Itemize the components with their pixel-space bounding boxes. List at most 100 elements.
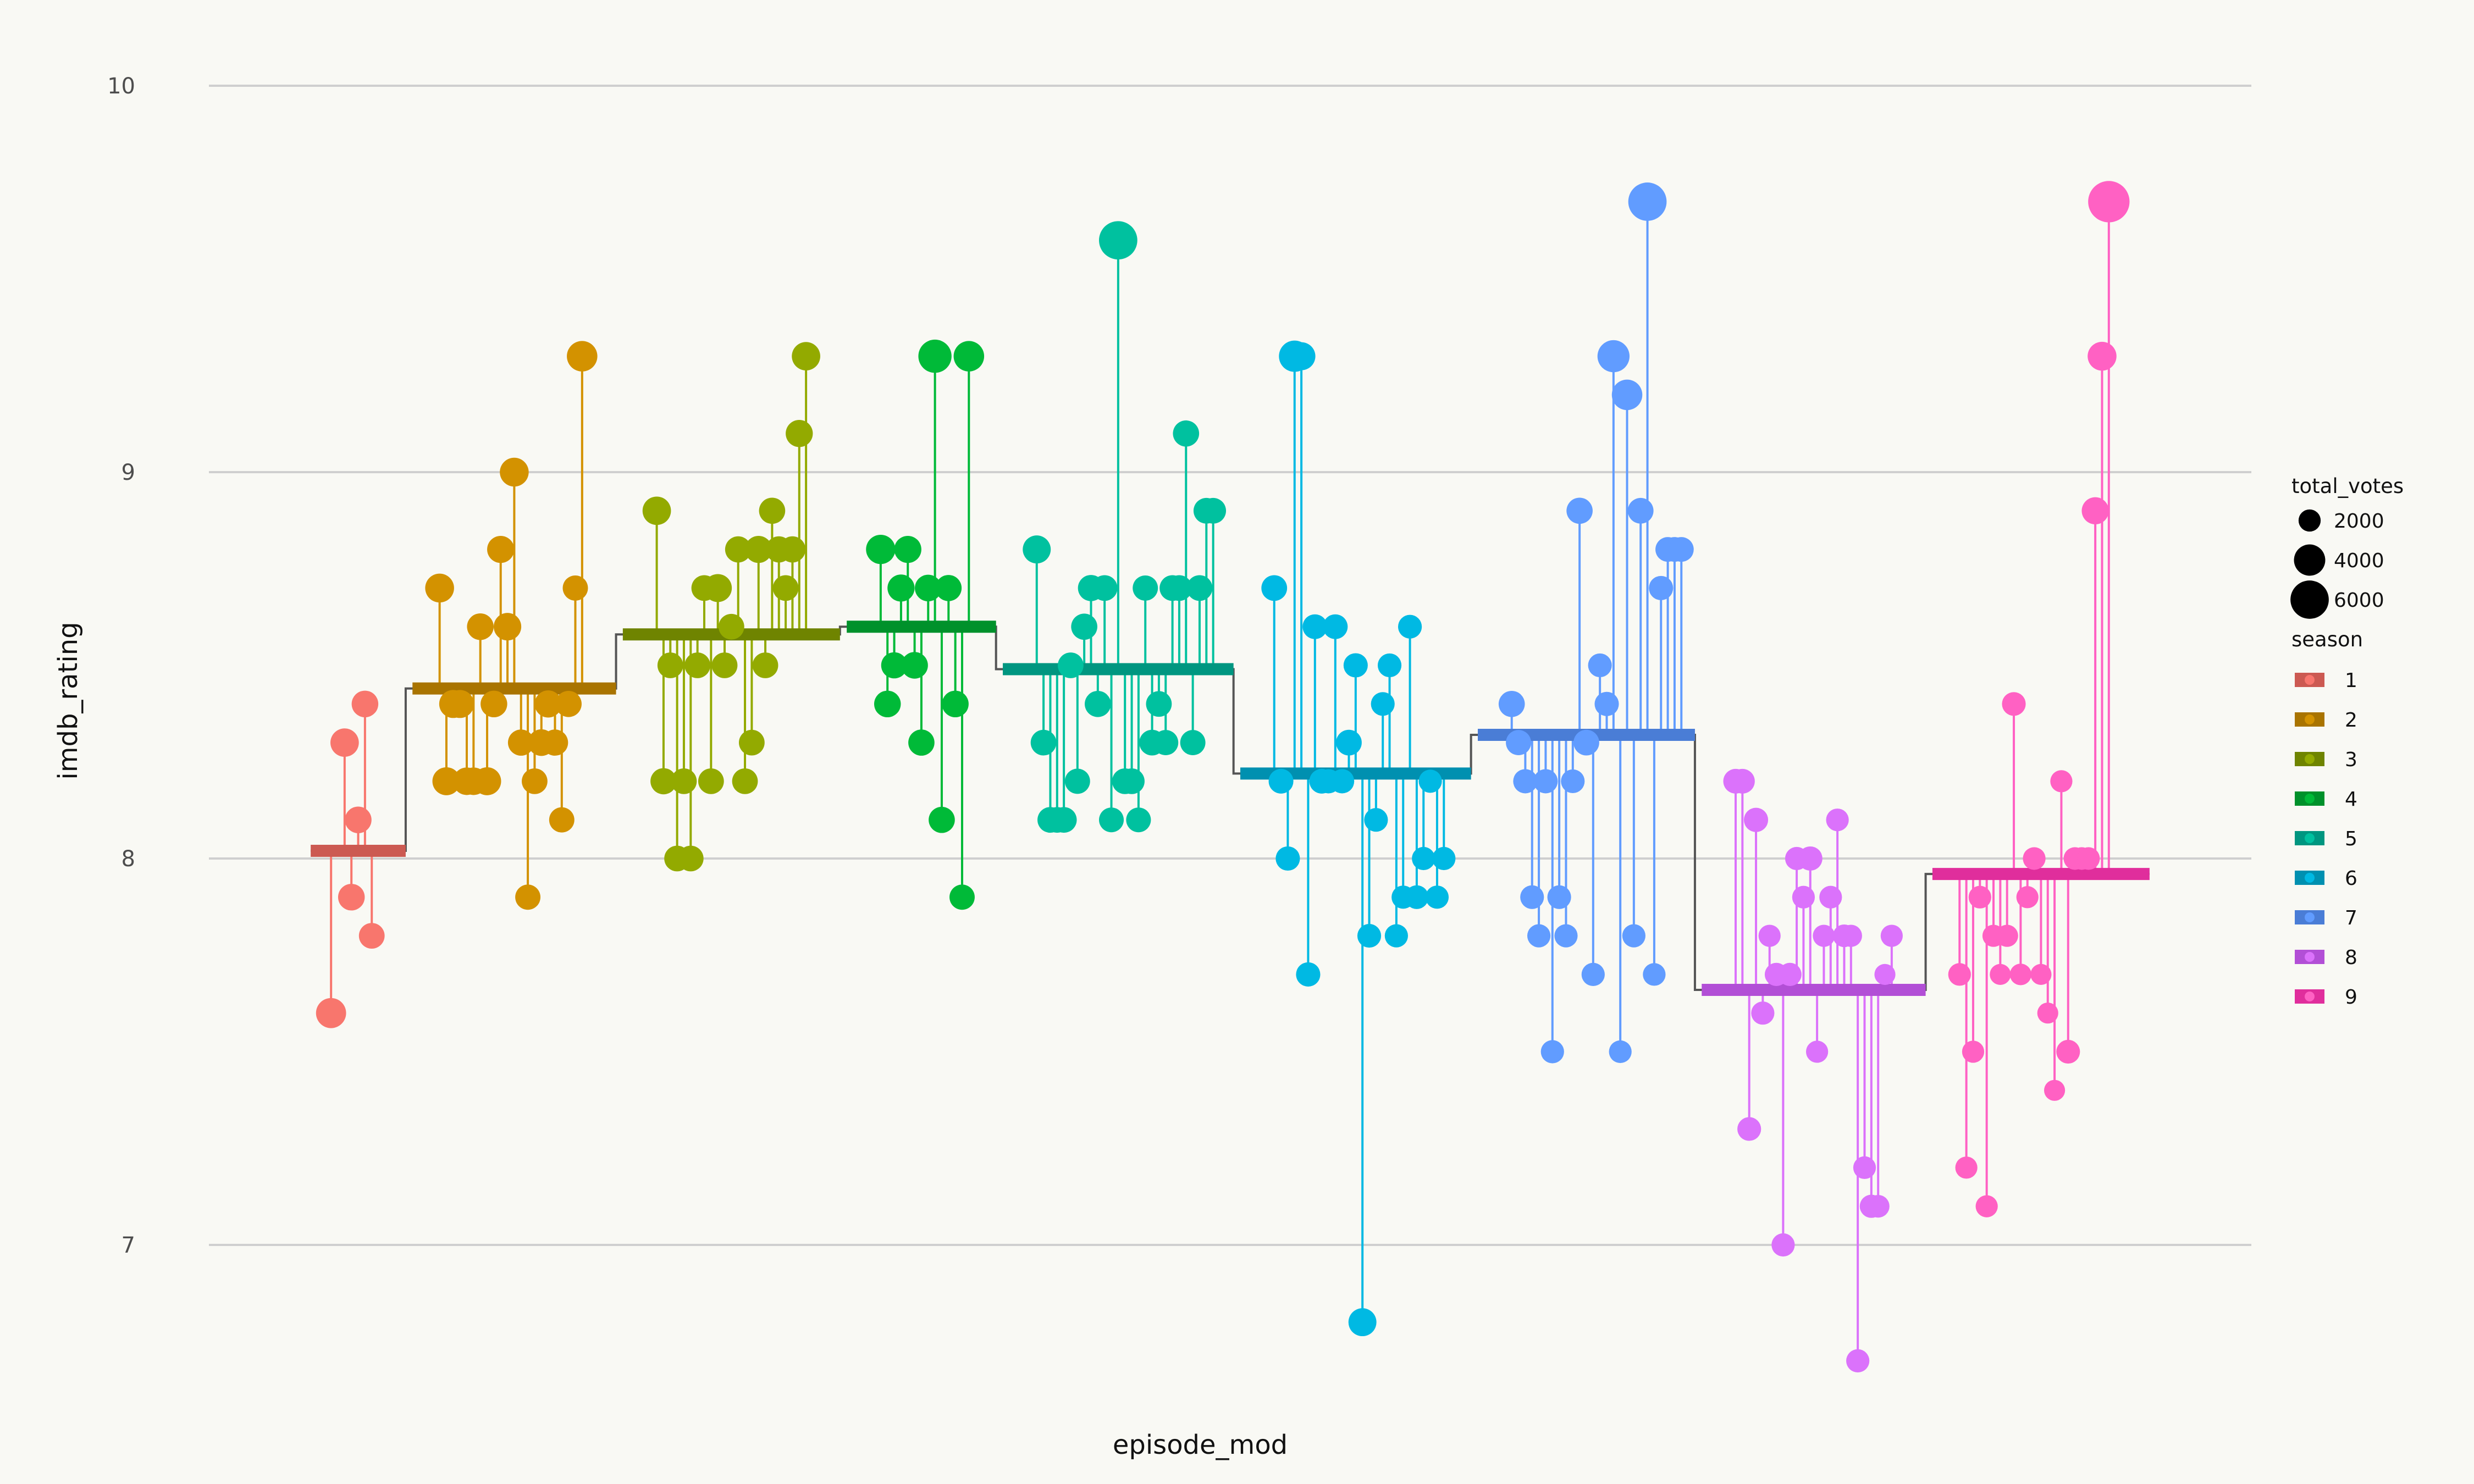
episode-point xyxy=(949,884,975,910)
episode-point xyxy=(935,575,962,601)
episode-point xyxy=(698,768,724,794)
season-legend-label: 1 xyxy=(2345,669,2357,692)
episode-point xyxy=(745,535,772,563)
episode-point xyxy=(2009,964,2031,985)
episode-point xyxy=(786,420,813,447)
episode-point xyxy=(1792,885,1815,909)
season-legend-dot xyxy=(2305,952,2315,962)
episode-point xyxy=(1377,653,1402,678)
episode-point xyxy=(1805,1040,1829,1063)
episode-point xyxy=(1146,691,1172,717)
episode-point xyxy=(549,807,575,833)
season-legend-label: 8 xyxy=(2345,946,2357,969)
episode-point xyxy=(1287,342,1316,370)
size-legend-label: 2000 xyxy=(2334,510,2384,533)
episode-point xyxy=(1323,614,1348,639)
episode-point xyxy=(1533,769,1558,794)
episode-point xyxy=(338,884,365,911)
episode-point xyxy=(684,652,711,678)
episode-point xyxy=(1996,924,2018,947)
episode-point xyxy=(1968,885,1991,909)
episode-point xyxy=(732,768,758,794)
episode-point xyxy=(1573,729,1599,756)
episode-point xyxy=(1412,846,1435,871)
episode-point xyxy=(1627,497,1654,524)
episode-point xyxy=(1798,846,1823,871)
episode-point xyxy=(1819,885,1842,909)
episode-point xyxy=(494,613,522,641)
episode-point xyxy=(358,923,385,949)
episode-point xyxy=(1200,497,1227,524)
episode-point xyxy=(1180,730,1206,756)
episode-point xyxy=(1758,924,1781,947)
episode-point xyxy=(432,767,461,795)
size-legend-label: 4000 xyxy=(2334,550,2384,572)
size-legend-key xyxy=(2298,509,2321,532)
episode-point xyxy=(1771,1233,1795,1257)
episode-point xyxy=(650,768,677,795)
episode-points xyxy=(316,181,2130,1373)
episode-point xyxy=(1030,729,1057,756)
gridlines xyxy=(209,85,2251,1246)
season-legend-label: 6 xyxy=(2345,867,2357,890)
episode-point xyxy=(2077,847,2100,870)
episode-point xyxy=(467,613,494,640)
episode-point xyxy=(1737,1117,1761,1141)
episode-point xyxy=(425,573,454,603)
episode-point xyxy=(1506,730,1531,756)
episode-point xyxy=(1261,575,1288,601)
season-legend-label: 2 xyxy=(2345,709,2357,732)
episode-point xyxy=(2002,692,2026,716)
episode-point xyxy=(953,341,985,372)
episode-point xyxy=(929,806,955,833)
episode-point xyxy=(446,690,474,718)
episode-point xyxy=(704,574,732,602)
episode-point xyxy=(2023,847,2046,870)
episode-point xyxy=(1371,692,1395,716)
episode-point xyxy=(1880,924,1903,947)
episode-point xyxy=(1853,1156,1876,1180)
season-legend: season 1 2 3 4 5 6 7 8 9 xyxy=(2291,628,2363,1009)
episode-point xyxy=(1091,575,1118,601)
episode-point xyxy=(481,690,507,718)
episode-point xyxy=(2030,964,2052,985)
size-legend-title: total_votes xyxy=(2291,474,2404,498)
season-legend-dot xyxy=(2305,754,2315,764)
episode-point xyxy=(2088,181,2130,223)
episode-point xyxy=(1649,575,1674,600)
season-legend-label: 3 xyxy=(2345,749,2357,771)
episode-point xyxy=(1975,1195,1998,1217)
episode-point xyxy=(1099,807,1124,833)
episode-point xyxy=(1498,690,1525,717)
episode-point xyxy=(866,534,896,564)
episode-point xyxy=(1133,575,1158,601)
size-legend: total_votes 2000 4000 6000 xyxy=(2290,474,2404,619)
season-legend-label: 7 xyxy=(2345,907,2357,929)
episode-point xyxy=(915,574,942,602)
size-legend-key xyxy=(2294,544,2326,576)
y-axis-title: imdb_rating xyxy=(53,622,84,779)
size-legend-key xyxy=(2290,580,2329,619)
episode-point xyxy=(1743,807,1769,832)
y-tick-label: 10 xyxy=(107,74,135,99)
episode-point xyxy=(908,729,935,756)
episode-point xyxy=(2016,886,2039,909)
y-tick-label: 9 xyxy=(122,460,135,485)
episode-point xyxy=(1846,1349,1870,1373)
episode-point xyxy=(752,652,778,678)
y-tick-labels: 7 8 9 10 xyxy=(107,74,135,1258)
season-legend-dot xyxy=(2305,912,2315,922)
episode-point xyxy=(515,884,541,910)
episode-point xyxy=(1866,1195,1890,1218)
episode-point xyxy=(1432,846,1456,871)
episode-point xyxy=(677,845,704,872)
episode-point xyxy=(1622,924,1645,948)
episode-point xyxy=(555,690,582,717)
episode-point xyxy=(901,652,928,679)
season-legend-label: 5 xyxy=(2345,828,2357,850)
season-legend-dot xyxy=(2305,675,2315,685)
episode-point xyxy=(1566,497,1593,524)
episode-point xyxy=(1153,730,1179,756)
episode-point xyxy=(725,536,752,563)
